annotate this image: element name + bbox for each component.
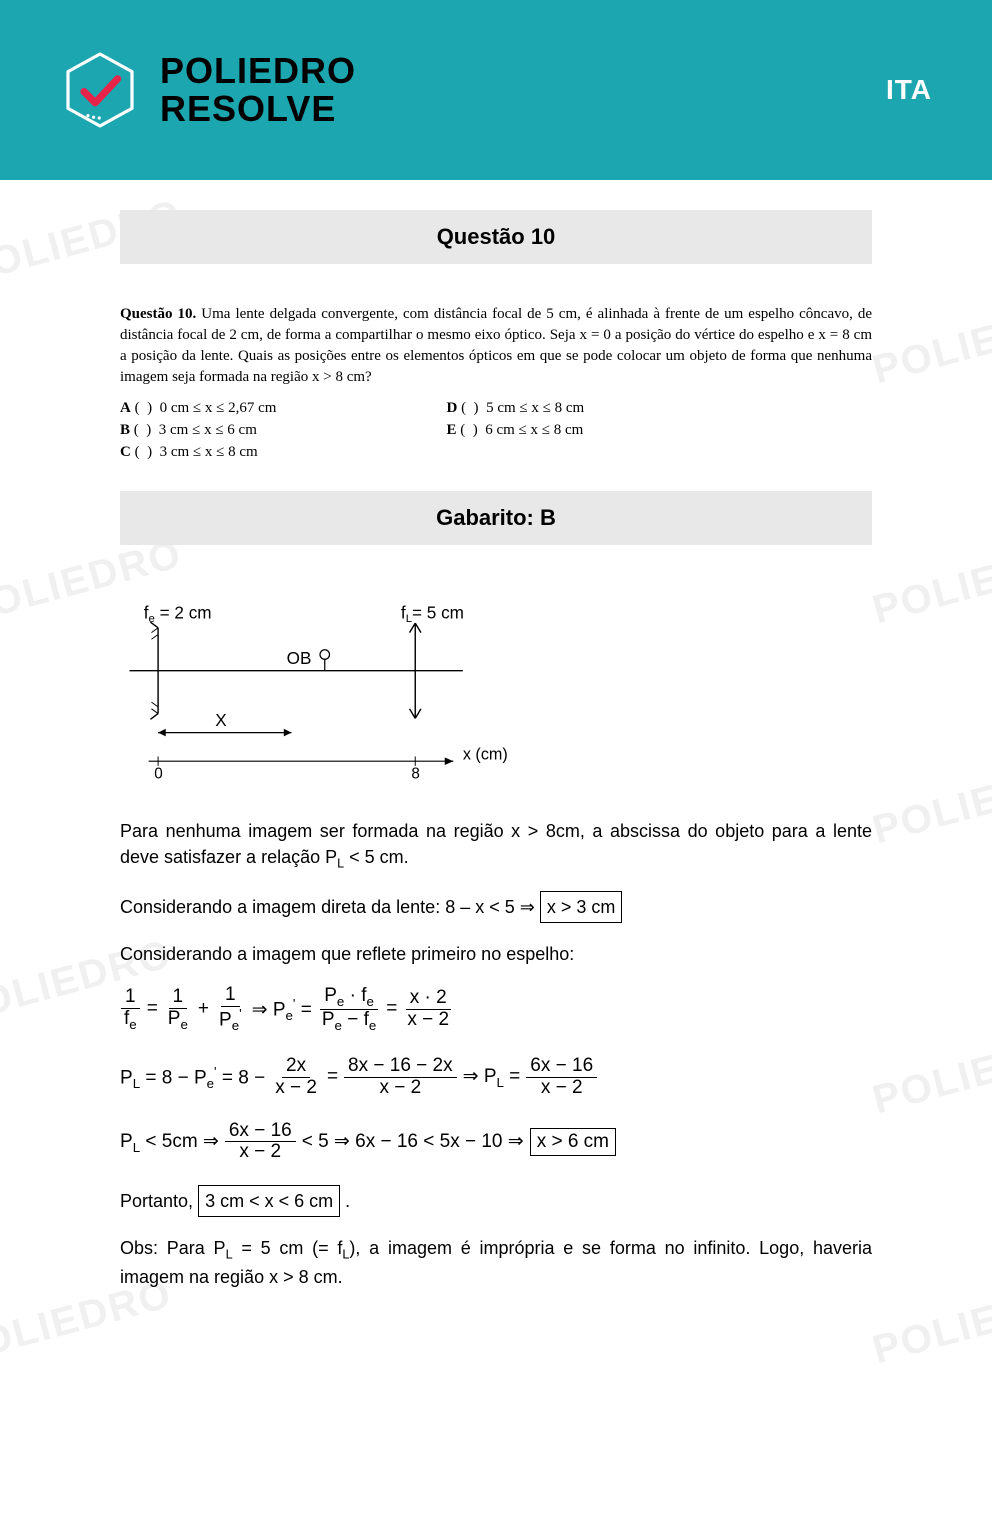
equation-2: PL = 8 − Pe' = 8 − 2xx − 2 = 8x − 16 − 2… — [120, 1056, 872, 1099]
exam-label: ITA — [886, 74, 932, 106]
options-col-left: A ( ) 0 cm ≤ x ≤ 2,67 cm B ( ) 3 cm ≤ x … — [120, 400, 276, 461]
solution-p4: Portanto, 3 cm < x < 6 cm . — [120, 1185, 872, 1217]
brand-line2: RESOLVE — [160, 90, 356, 128]
option-d: D ( ) 5 cm ≤ x ≤ 8 cm — [446, 400, 584, 417]
axis-label: x (cm) — [463, 745, 508, 763]
logo-hexagon-icon — [60, 50, 140, 130]
options: A ( ) 0 cm ≤ x ≤ 2,67 cm B ( ) 3 cm ≤ x … — [120, 400, 872, 461]
fe-label: fe = 2 cm — [144, 602, 212, 625]
p2-box: x > 3 cm — [540, 891, 623, 923]
options-col-right: D ( ) 5 cm ≤ x ≤ 8 cm E ( ) 6 cm ≤ x ≤ 8… — [446, 400, 584, 461]
option-a: A ( ) 0 cm ≤ x ≤ 2,67 cm — [120, 400, 276, 417]
optics-diagram: fe = 2 cm fL= 5 cm OB X 0 8 x (cm) — [120, 585, 520, 785]
question-title-bar: Questão 10 — [120, 210, 872, 264]
question-text: Questão 10. Uma lente delgada convergent… — [120, 304, 872, 388]
ob-label: OB — [287, 648, 312, 668]
question-number: Questão 10. — [120, 306, 196, 322]
answer-bar: Gabarito: B — [120, 491, 872, 545]
x-dim-label: X — [215, 710, 227, 730]
option-e: E ( ) 6 cm ≤ x ≤ 8 cm — [446, 422, 584, 439]
brand-text: POLIEDRO RESOLVE — [160, 52, 356, 128]
eq3-box: x > 6 cm — [530, 1128, 616, 1156]
question-body: Uma lente delgada convergente, com distâ… — [120, 306, 872, 385]
solution-p2: Considerando a imagem direta da lente: 8… — [120, 891, 872, 923]
brand-line1: POLIEDRO — [160, 52, 356, 90]
p4-prefix: Portanto, — [120, 1191, 193, 1211]
fl-label: fL= 5 cm — [401, 602, 464, 625]
solution-p1: Para nenhuma imagem ser formada na regiã… — [120, 818, 872, 873]
header: POLIEDRO RESOLVE ITA — [0, 0, 992, 180]
solution-p3: Considerando a imagem que reflete primei… — [120, 941, 872, 967]
option-b: B ( ) 3 cm ≤ x ≤ 6 cm — [120, 422, 276, 439]
tick-8: 8 — [411, 765, 419, 782]
p4-suffix: . — [345, 1191, 350, 1211]
equation-1: 1fe = 1Pe + 1Pe' ⇒ Pe' = Pe · fePe − fe … — [120, 985, 872, 1034]
header-left: POLIEDRO RESOLVE — [60, 50, 356, 130]
p2-prefix: Considerando a imagem direta da lente: 8… — [120, 897, 535, 917]
solution-obs: Obs: Para PL = 5 cm (= fL), a imagem é i… — [120, 1235, 872, 1290]
p4-box: 3 cm < x < 6 cm — [198, 1185, 340, 1217]
content: Questão 10 Questão 10. Uma lente delgada… — [0, 180, 992, 1348]
option-c: C ( ) 3 cm ≤ x ≤ 8 cm — [120, 444, 276, 461]
equation-3: PL < 5cm ⇒ 6x − 16x − 2 < 5 ⇒ 6x − 16 < … — [120, 1121, 872, 1164]
tick-0: 0 — [154, 765, 162, 782]
